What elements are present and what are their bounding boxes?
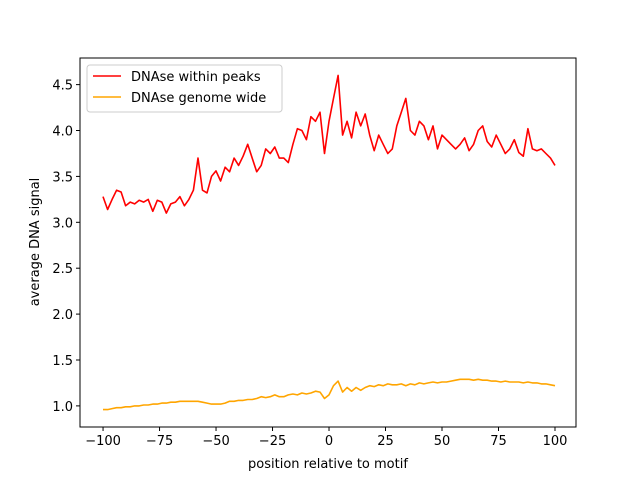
- y-tick-label: 1.5: [52, 354, 73, 369]
- x-tick-label: 50: [434, 434, 451, 449]
- y-tick-label: 2.0: [52, 308, 73, 323]
- x-axis-label: position relative to motif: [248, 457, 408, 472]
- x-tick-label: −100: [85, 434, 121, 449]
- x-tick-label: 0: [325, 434, 333, 449]
- legend-box: [86, 64, 283, 113]
- x-tick-label: −25: [259, 434, 286, 449]
- y-tick-label: 4.5: [52, 79, 73, 94]
- legend-label-genome-wide: DNAse genome wide: [131, 91, 266, 106]
- legend-label-within-peaks: DNAse within peaks: [131, 70, 261, 85]
- y-axis: 1.0 1.5 2.0 2.5 3.0 3.5 4.0 4.5: [52, 79, 80, 415]
- x-tick-label: 100: [543, 434, 568, 449]
- y-tick-label: 3.5: [52, 170, 73, 185]
- x-axis: −100 −75 −50 −25 0 25 50 75 100: [85, 427, 567, 449]
- y-tick-label: 4.0: [52, 125, 73, 140]
- axes-frame: [79, 57, 577, 428]
- x-tick-label: 25: [377, 434, 394, 449]
- y-tick-label: 2.5: [52, 262, 73, 277]
- y-tick-label: 3.0: [52, 216, 73, 231]
- series-line-genome-wide: [103, 378, 556, 411]
- x-tick-label: 75: [490, 434, 507, 449]
- legend: DNAse within peaks DNAse genome wide: [86, 64, 283, 113]
- series-line-within-peaks: [102, 74, 556, 214]
- x-tick-label: −75: [146, 434, 173, 449]
- y-tick-label: 1.0: [52, 400, 73, 415]
- series-layer: [102, 74, 556, 411]
- y-axis-label: average DNA signal: [28, 178, 43, 307]
- x-tick-label: −50: [202, 434, 229, 449]
